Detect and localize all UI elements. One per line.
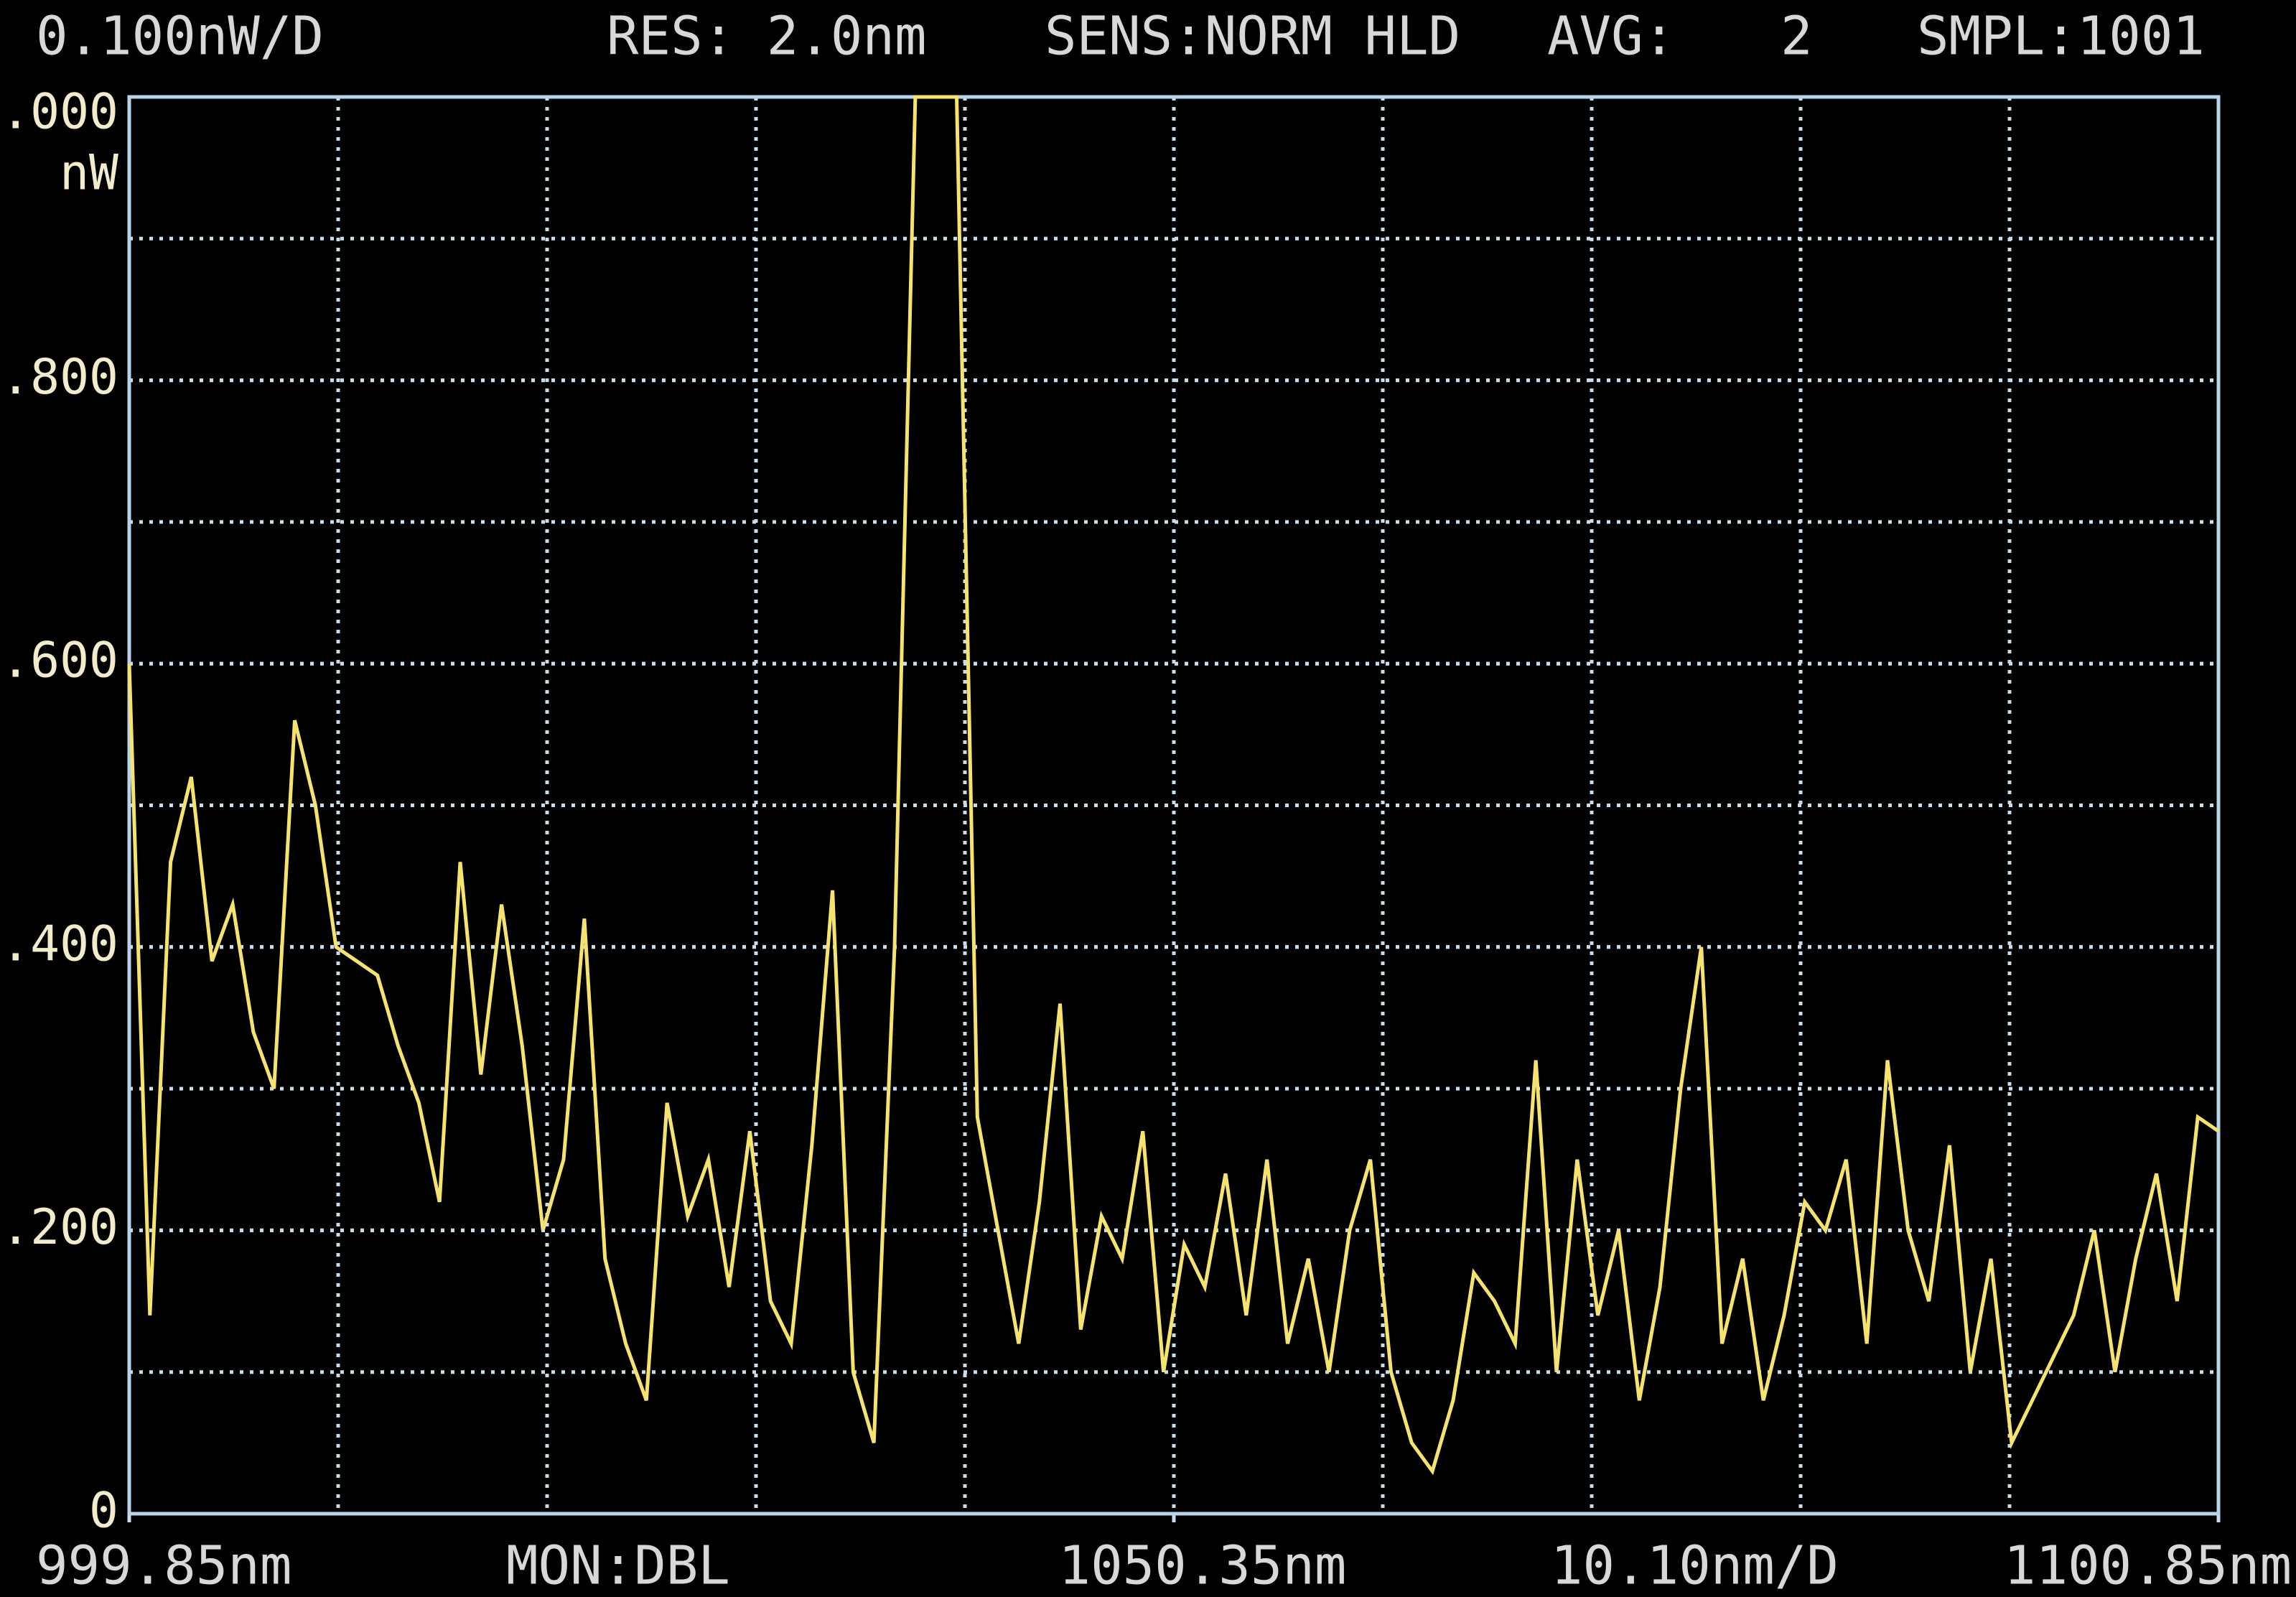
sensitivity: SENS:NORM HLD	[1045, 6, 1460, 67]
y-tick-label: 0.400	[0, 916, 118, 972]
avg-label: AVG:	[1547, 6, 1675, 67]
x-tick-label: 1050.35nm	[1059, 1535, 1347, 1597]
resolution: RES: 2.0nm	[607, 6, 927, 67]
y-tick-label: 0.200	[0, 1199, 118, 1256]
x-tick-label: 1100.85nm	[2004, 1535, 2292, 1597]
y-tick-label: 0	[89, 1483, 118, 1540]
y-tick-label: 0.800	[0, 349, 118, 406]
scale-label: 0.100nW/D	[36, 6, 324, 67]
samples: SMPL:1001	[1917, 6, 2205, 67]
monitor: MON:DBL	[506, 1535, 730, 1597]
y-unit: nW	[60, 145, 118, 202]
x-tick-label: 999.85nm	[36, 1535, 291, 1597]
span-per-div: 10.10nm/D	[1551, 1535, 1839, 1597]
plot-frame	[127, 95, 2221, 1516]
avg-value: 2	[1781, 6, 1813, 67]
y-tick-label: 1.000	[0, 84, 118, 141]
spectrum-trace	[127, 95, 2220, 1476]
y-tick-label: 0.600	[0, 633, 118, 689]
